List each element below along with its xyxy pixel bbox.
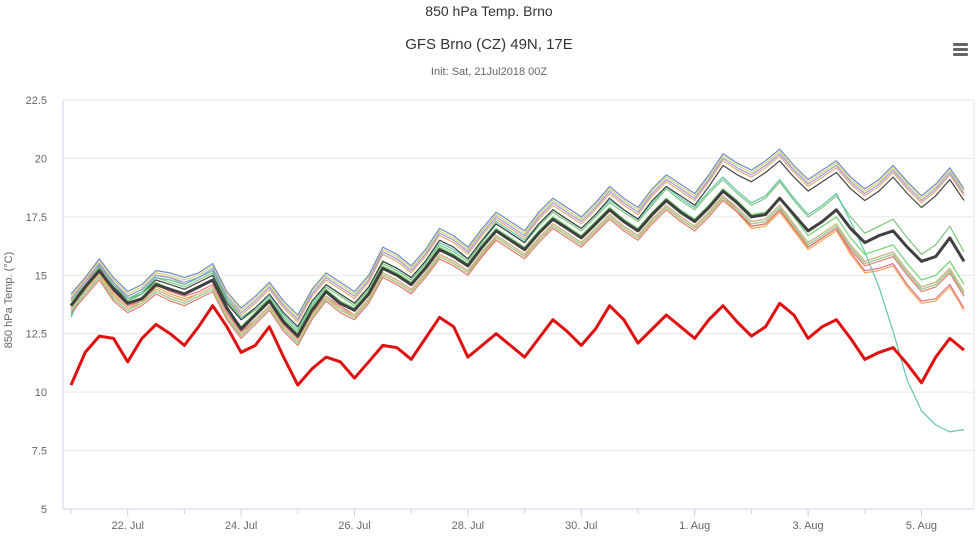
menu-icon[interactable] [950,40,972,60]
x-tick-label: 26. Jul [338,520,370,532]
menu-icon-bar [953,53,968,56]
x-tick-label: 1. Aug [679,520,710,532]
x-tick-label: 28. Jul [452,520,484,532]
y-tick-label: 22.5 [26,95,47,107]
y-axis-label: 850 hPa Temp. (°C) [3,252,15,349]
series-line-member[interactable] [70,199,965,346]
series-line-member[interactable] [70,197,965,344]
y-tick-label: 5 [41,504,47,516]
y-axis-ticks: 5 7.5 10 12.5 15 17.5 20 22.5 [26,95,47,516]
series-line-member[interactable] [70,160,965,328]
page-header: 850 hPa Temp. Brno [425,3,553,19]
series-line-member[interactable] [70,178,965,332]
menu-icon-bar [953,43,968,46]
x-axis-ticks: 22. Jul 24. Jul 26. Jul 28. Jul 30. Jul 1. Au… [70,509,937,532]
series-line-member[interactable] [70,153,965,321]
series-line-member[interactable] [70,176,965,433]
y-tick-label: 12.5 [26,329,47,341]
x-tick-label: 22. Jul [111,520,143,532]
x-tick-label: 24. Jul [225,520,257,532]
series-line-red[interactable] [69,301,965,387]
series-line-member[interactable] [70,188,965,335]
x-tick-label: 5. Aug [906,520,937,532]
y-tick-label: 7.5 [32,446,47,458]
series-line-mean[interactable] [69,189,966,338]
chart-title: GFS Brno (CZ) 49N, 17E [405,36,573,53]
series-line-member[interactable] [70,195,965,342]
member-series-group [70,148,965,433]
y-tick-label: 10 [35,387,47,399]
chart-subtitle: Init: Sat, 21Jul2018 00Z [430,66,548,78]
menu-icon-bar [953,48,968,51]
main-series-group [69,189,966,387]
y-tick-label: 17.5 [26,212,47,224]
series-line-member[interactable] [70,155,965,323]
y-tick-label: 15 [35,270,47,282]
x-tick-label: 30. Jul [565,520,597,532]
series-line-member[interactable] [70,150,965,318]
series-line-member[interactable] [70,148,965,316]
x-tick-label: 3. Aug [792,520,823,532]
y-tick-label: 20 [35,153,47,165]
